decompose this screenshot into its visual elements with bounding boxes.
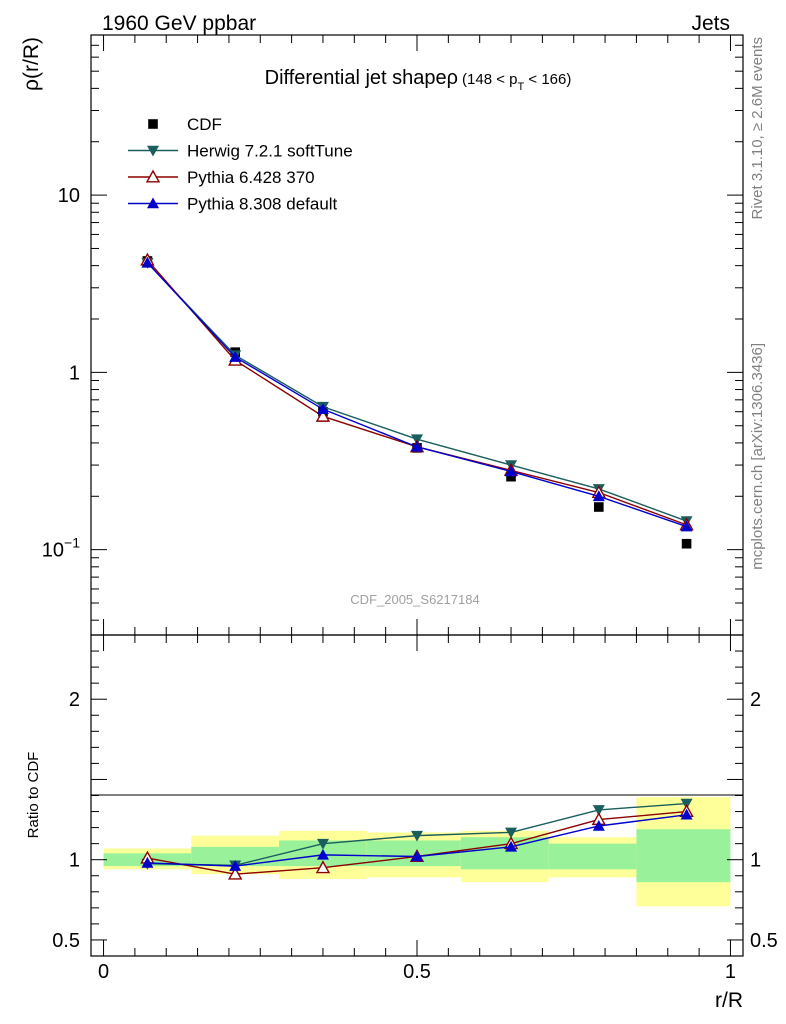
header-left: 1960 GeV ppbar — [102, 12, 256, 35]
main-series-cdf — [142, 256, 692, 549]
ratio-data-point — [505, 840, 518, 852]
ratio-y-tick-label-right: 2 — [750, 689, 761, 711]
legend: CDF Herwig 7.2.1 softTune Pythia 6.428 370… — [128, 115, 353, 214]
side-text-rivet: Rivet 3.1.10, ≥ 2.6M events — [749, 37, 766, 220]
stat-band — [636, 829, 731, 883]
ratio-data-point — [229, 860, 242, 871]
main-data-point — [680, 520, 693, 532]
watermark: CDF_2005_S6217184 — [350, 592, 479, 607]
ratio-data-point — [315, 860, 331, 874]
ratio-data-point — [680, 808, 693, 820]
main-data-point — [316, 403, 329, 414]
legend-label: Pythia 8.308 default — [187, 195, 338, 214]
ratio-band-group — [103, 797, 731, 907]
main-series-line — [146, 262, 687, 528]
main-data-point — [505, 465, 518, 477]
main-data-point — [592, 490, 605, 502]
main-y-tick-label: 1 — [69, 362, 80, 384]
ratio-y-axis-label: Ratio to CDF — [25, 752, 42, 839]
legend-entry: Herwig 7.2.1 softTune — [128, 142, 353, 161]
main-series-pythia-6-428-370 — [140, 252, 694, 531]
main-data-point — [506, 471, 516, 482]
ratio-data-point — [592, 805, 605, 816]
ratio-plot-frame — [90, 634, 744, 957]
ratio-data-point — [228, 866, 243, 880]
ratio-y-tick-label-right: 1 — [750, 850, 761, 872]
main-data-point — [594, 502, 604, 512]
legend-marker — [147, 197, 159, 209]
header-right: Jets — [691, 12, 730, 35]
legend-marker — [145, 169, 161, 183]
ratio-y-tick-label-left: 1 — [69, 850, 80, 872]
ratio-series-group — [140, 798, 694, 880]
main-data-point — [681, 538, 692, 549]
ratio-tick-group: 2 2 1 1 0.5 0.5 0 0.5 1 — [52, 634, 778, 983]
main-series-line — [146, 259, 687, 526]
ratio-data-point — [411, 830, 423, 842]
stat-band — [548, 843, 637, 870]
main-title: Differential jet shapeρ (148 < pT < 166) — [265, 67, 572, 93]
ratio-panel: 2 2 1 1 0.5 0.5 0 0.5 1 Ratio to CDF r/R — [25, 634, 778, 1012]
ratio-x-tick-label: 1 — [725, 961, 736, 983]
legend-marker — [147, 145, 159, 157]
ratio-data-point — [505, 827, 518, 839]
legend-label: Pythia 6.428 370 — [187, 168, 315, 187]
main-y-axis-label: ρ(r/R) — [20, 37, 43, 91]
side-text-mcplots: mcplots.cern.ch [arXiv:1306.3436] — [749, 343, 766, 570]
main-data-point — [229, 351, 242, 362]
legend-entry: Pythia 8.308 default — [128, 195, 338, 214]
ratio-data-point — [141, 856, 154, 868]
main-y-tick-label: 10 — [58, 185, 80, 207]
ratio-y-tick-label-left: 0.5 — [52, 930, 80, 952]
main-title-range: (148 < pT < 166) — [462, 71, 571, 93]
ratio-y-tick-label-left: 2 — [69, 689, 80, 711]
main-title-symbol: ρ — [447, 67, 458, 89]
main-data-point — [315, 408, 331, 422]
stat-band — [191, 846, 280, 867]
legend-entry: CDF — [148, 115, 222, 134]
ratio-y-tick-label-right: 0.5 — [750, 930, 778, 952]
main-data-point — [411, 440, 423, 452]
main-panel: 10 1 10−1 Differential jet shapeρ (148 < pT… — [20, 34, 744, 636]
x-axis-label: r/R — [715, 989, 743, 1012]
main-series-group — [140, 252, 694, 549]
ratio-data-point — [592, 819, 605, 831]
main-data-point — [141, 256, 154, 268]
main-series-herwig-7-2-1-softtune — [141, 258, 693, 528]
legend-label: Herwig 7.2.1 softTune — [187, 142, 353, 161]
main-tick-group: 10 1 10−1 — [42, 34, 743, 635]
ratio-x-tick-label: 0.5 — [403, 961, 431, 983]
ratio-data-point — [411, 850, 423, 862]
stat-band — [460, 837, 549, 870]
main-y-tick-label: 10−1 — [42, 535, 80, 562]
legend-entry: Pythia 6.428 370 — [128, 168, 315, 187]
legend-label: CDF — [187, 115, 222, 134]
main-series-line — [146, 262, 687, 522]
ratio-data-point — [316, 838, 329, 850]
ratio-data-point — [316, 848, 329, 860]
legend-marker — [148, 119, 158, 129]
main-series-pythia-8-308-default — [141, 256, 693, 532]
ratio-series-pythia-8-308-default — [141, 808, 693, 871]
main-title-text: Differential jet shape — [265, 67, 447, 89]
ratio-x-tick-label: 0 — [98, 961, 109, 983]
